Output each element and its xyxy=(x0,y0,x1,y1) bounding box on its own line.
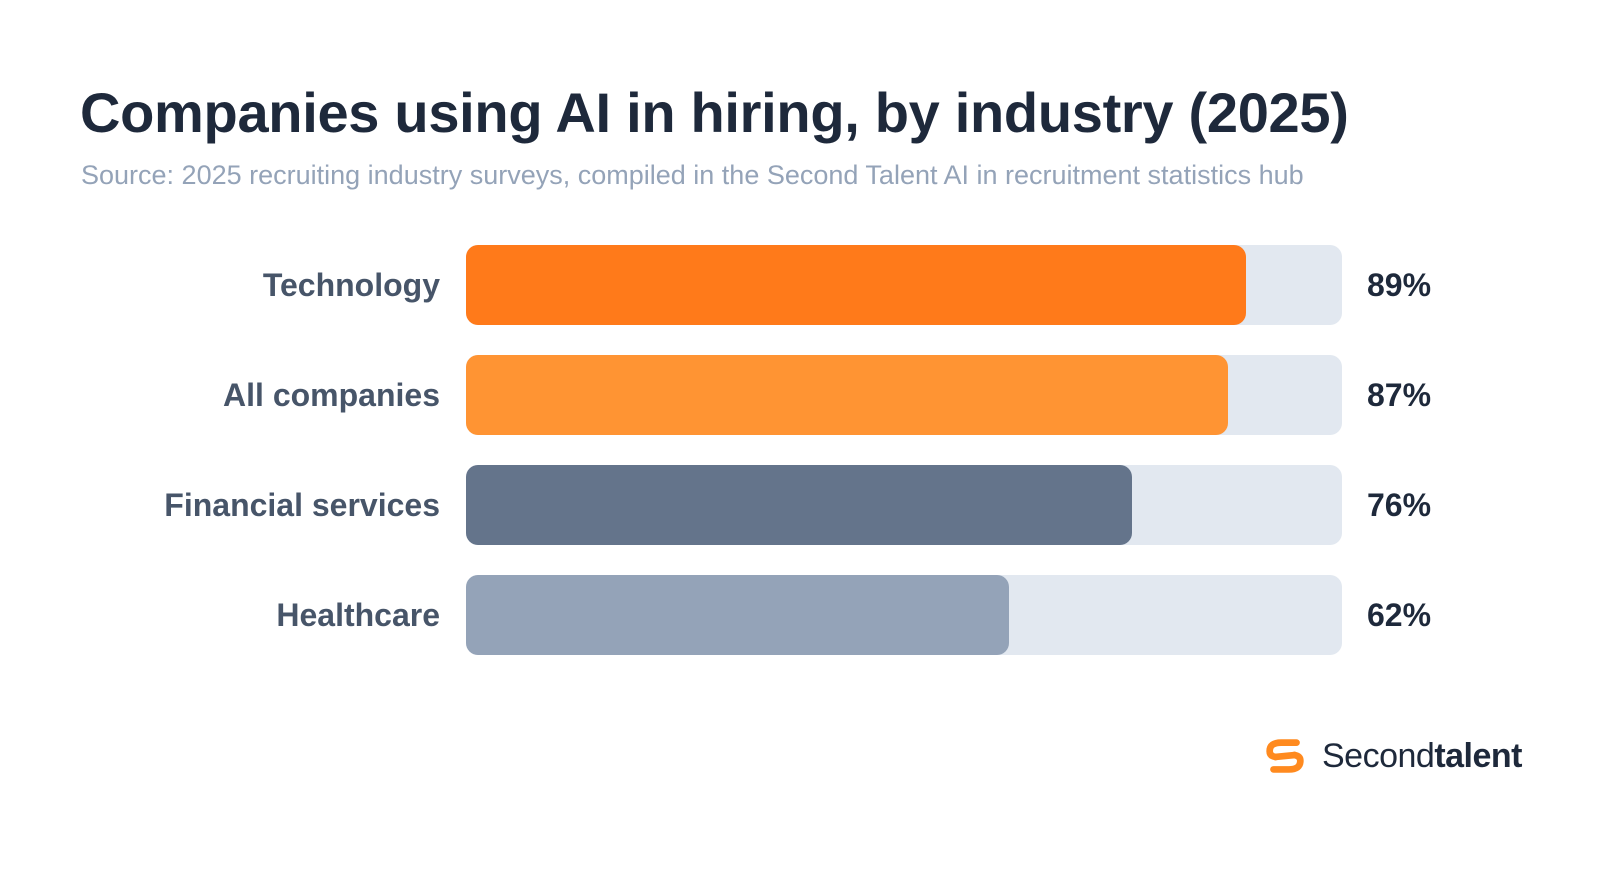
brand-name: Secondtalent xyxy=(1322,736,1523,776)
bar xyxy=(466,245,1246,325)
bar-track xyxy=(466,355,1342,435)
bar-category-label: All companies xyxy=(223,377,440,413)
bar-value-label: 89% xyxy=(1367,267,1432,303)
bar-category-label: Technology xyxy=(262,267,440,303)
bar-value-label: 76% xyxy=(1367,487,1432,523)
bar-row: All companies 87% xyxy=(0,355,1600,435)
bar xyxy=(466,575,1010,655)
bar-value-label: 62% xyxy=(1367,597,1432,633)
chart-subtitle: Source: 2025 recruiting industry surveys… xyxy=(81,160,1304,190)
bar-track xyxy=(466,245,1342,325)
brand-name-light: Second xyxy=(1322,736,1435,775)
bar xyxy=(466,355,1229,435)
bar-track xyxy=(466,465,1342,545)
bar-value-label: 87% xyxy=(1367,377,1432,413)
bar-row: Healthcare 62% xyxy=(0,575,1600,655)
bar-row: Financial services 76% xyxy=(0,465,1600,545)
bar xyxy=(466,465,1132,545)
bar-category-label: Financial services xyxy=(164,487,440,523)
bar-track xyxy=(466,575,1342,655)
brand-name-bold: talent xyxy=(1434,736,1523,775)
chart-title: Companies using AI in hiring, by industr… xyxy=(80,81,1349,144)
secondtalent-s-logo-icon xyxy=(1266,739,1304,773)
bar-row: Technology 89% xyxy=(0,245,1600,325)
bar-category-label: Healthcare xyxy=(276,597,440,633)
brand-logo: Secondtalent xyxy=(1262,732,1523,780)
